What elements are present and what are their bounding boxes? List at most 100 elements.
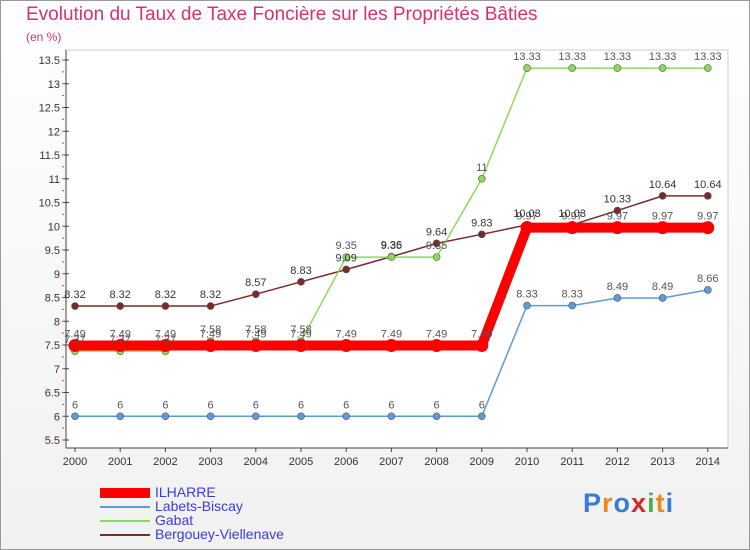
data-point (613, 294, 622, 302)
data-point (116, 302, 124, 310)
data-label: 6 (253, 399, 259, 411)
data-label: 10.64 (649, 179, 677, 191)
data-point (297, 278, 305, 286)
data-label: 7.37 (155, 334, 176, 346)
y-tick-label: 10.5 (39, 198, 60, 210)
y-tick-label: 13.5 (39, 55, 60, 67)
x-tick-label: 2007 (379, 456, 403, 468)
data-point (161, 302, 170, 310)
data-point (477, 174, 486, 183)
data-label: 8.49 (607, 281, 628, 293)
x-tick-label: 2014 (696, 456, 720, 468)
data-point (71, 302, 79, 310)
data-label: 8.83 (290, 265, 311, 277)
y-tick-label: 7.5 (45, 340, 60, 352)
data-label: 9.64 (426, 226, 447, 238)
data-label: 9.97 (607, 211, 628, 223)
data-point (477, 412, 486, 421)
data-label: 10.03 (558, 208, 586, 220)
data-point (477, 230, 486, 239)
data-label: 9.97 (516, 211, 537, 223)
data-point (342, 253, 351, 261)
y-tick-label: 6 (54, 411, 60, 423)
data-point (249, 338, 263, 352)
data-label: 8.33 (516, 289, 537, 301)
legend-swatch (100, 534, 150, 536)
data-point (294, 338, 308, 352)
data-point (204, 338, 218, 352)
data-point (475, 338, 489, 352)
y-tick-label: 11.5 (39, 150, 60, 162)
data-point (71, 412, 79, 421)
data-point (523, 64, 531, 72)
data-point (613, 206, 622, 215)
data-label: 7.49 (471, 328, 492, 340)
data-point (701, 221, 715, 235)
logo-letter: i (647, 488, 656, 518)
data-label: 13.33 (558, 51, 586, 63)
data-label: 6 (208, 399, 214, 411)
data-label: 9.35 (335, 240, 356, 252)
logo-letter: r (602, 488, 614, 518)
data-label: 7.58 (290, 324, 311, 336)
x-tick-label: 2013 (650, 456, 674, 468)
data-label: 8.32 (200, 289, 221, 301)
data-point (613, 64, 622, 72)
legend-label: ILHARRE (155, 484, 216, 500)
data-point (342, 265, 351, 274)
data-label: 7.49 (426, 328, 447, 340)
data-label: 6 (343, 399, 349, 411)
data-label: 9.09 (335, 252, 356, 264)
proxiti-logo: Proxiti (583, 488, 674, 519)
legend-item: Bergouey-Viellenave (100, 526, 360, 542)
legend-label: Gabat (155, 512, 194, 528)
data-label: 6 (162, 399, 168, 411)
x-tick-label: 2003 (198, 456, 222, 468)
data-point (206, 302, 215, 310)
data-label: 7.49 (245, 328, 266, 340)
data-label: 8.32 (109, 289, 130, 301)
data-point (158, 338, 172, 352)
data-point (658, 64, 667, 72)
data-point (703, 286, 712, 294)
legend-item: Gabat (100, 512, 360, 528)
data-label: 9.35 (426, 240, 447, 252)
x-tick-label: 2011 (560, 456, 584, 468)
data-label: 11 (476, 162, 487, 174)
y-tick-label: 9 (54, 269, 60, 281)
legend-swatch (100, 506, 150, 508)
legend-swatch (100, 488, 150, 498)
data-label: 7.58 (245, 324, 266, 336)
data-label: 13.33 (513, 51, 541, 63)
data-label: 7.37 (109, 334, 130, 346)
y-tick-label: 13 (48, 79, 60, 91)
y-tick-label: 8 (54, 316, 60, 328)
data-point (342, 412, 351, 421)
x-tick-label: 2005 (289, 456, 313, 468)
data-point (658, 294, 667, 302)
data-point (568, 64, 577, 72)
data-point (523, 301, 531, 310)
data-label: 8.49 (652, 281, 673, 293)
data-label: 9.97 (697, 211, 718, 223)
data-label: 6 (72, 399, 78, 411)
data-point (113, 338, 127, 352)
y-tick-label: 8.5 (45, 293, 60, 305)
legend-label: Labets-Biscay (155, 498, 243, 514)
x-tick-label: 2010 (515, 456, 539, 468)
data-label: 10.64 (694, 179, 722, 191)
logo-letter: i (665, 488, 675, 518)
data-label: 8.66 (697, 273, 718, 285)
data-point (432, 239, 441, 248)
data-label: 8.57 (245, 277, 266, 289)
data-label: 7.49 (64, 328, 85, 340)
data-point (387, 253, 396, 261)
data-label: 7.49 (109, 328, 130, 340)
data-point (432, 412, 441, 421)
x-tick-label: 2012 (605, 456, 629, 468)
chart-subtitle: (en %) (26, 30, 62, 44)
x-tick-label: 2001 (108, 456, 132, 468)
data-label: 6 (298, 399, 304, 411)
data-label: 7.49 (381, 328, 402, 340)
legend: ILHARRE Labets-Biscay Gabat Bergouey-Vielle… (100, 484, 360, 542)
